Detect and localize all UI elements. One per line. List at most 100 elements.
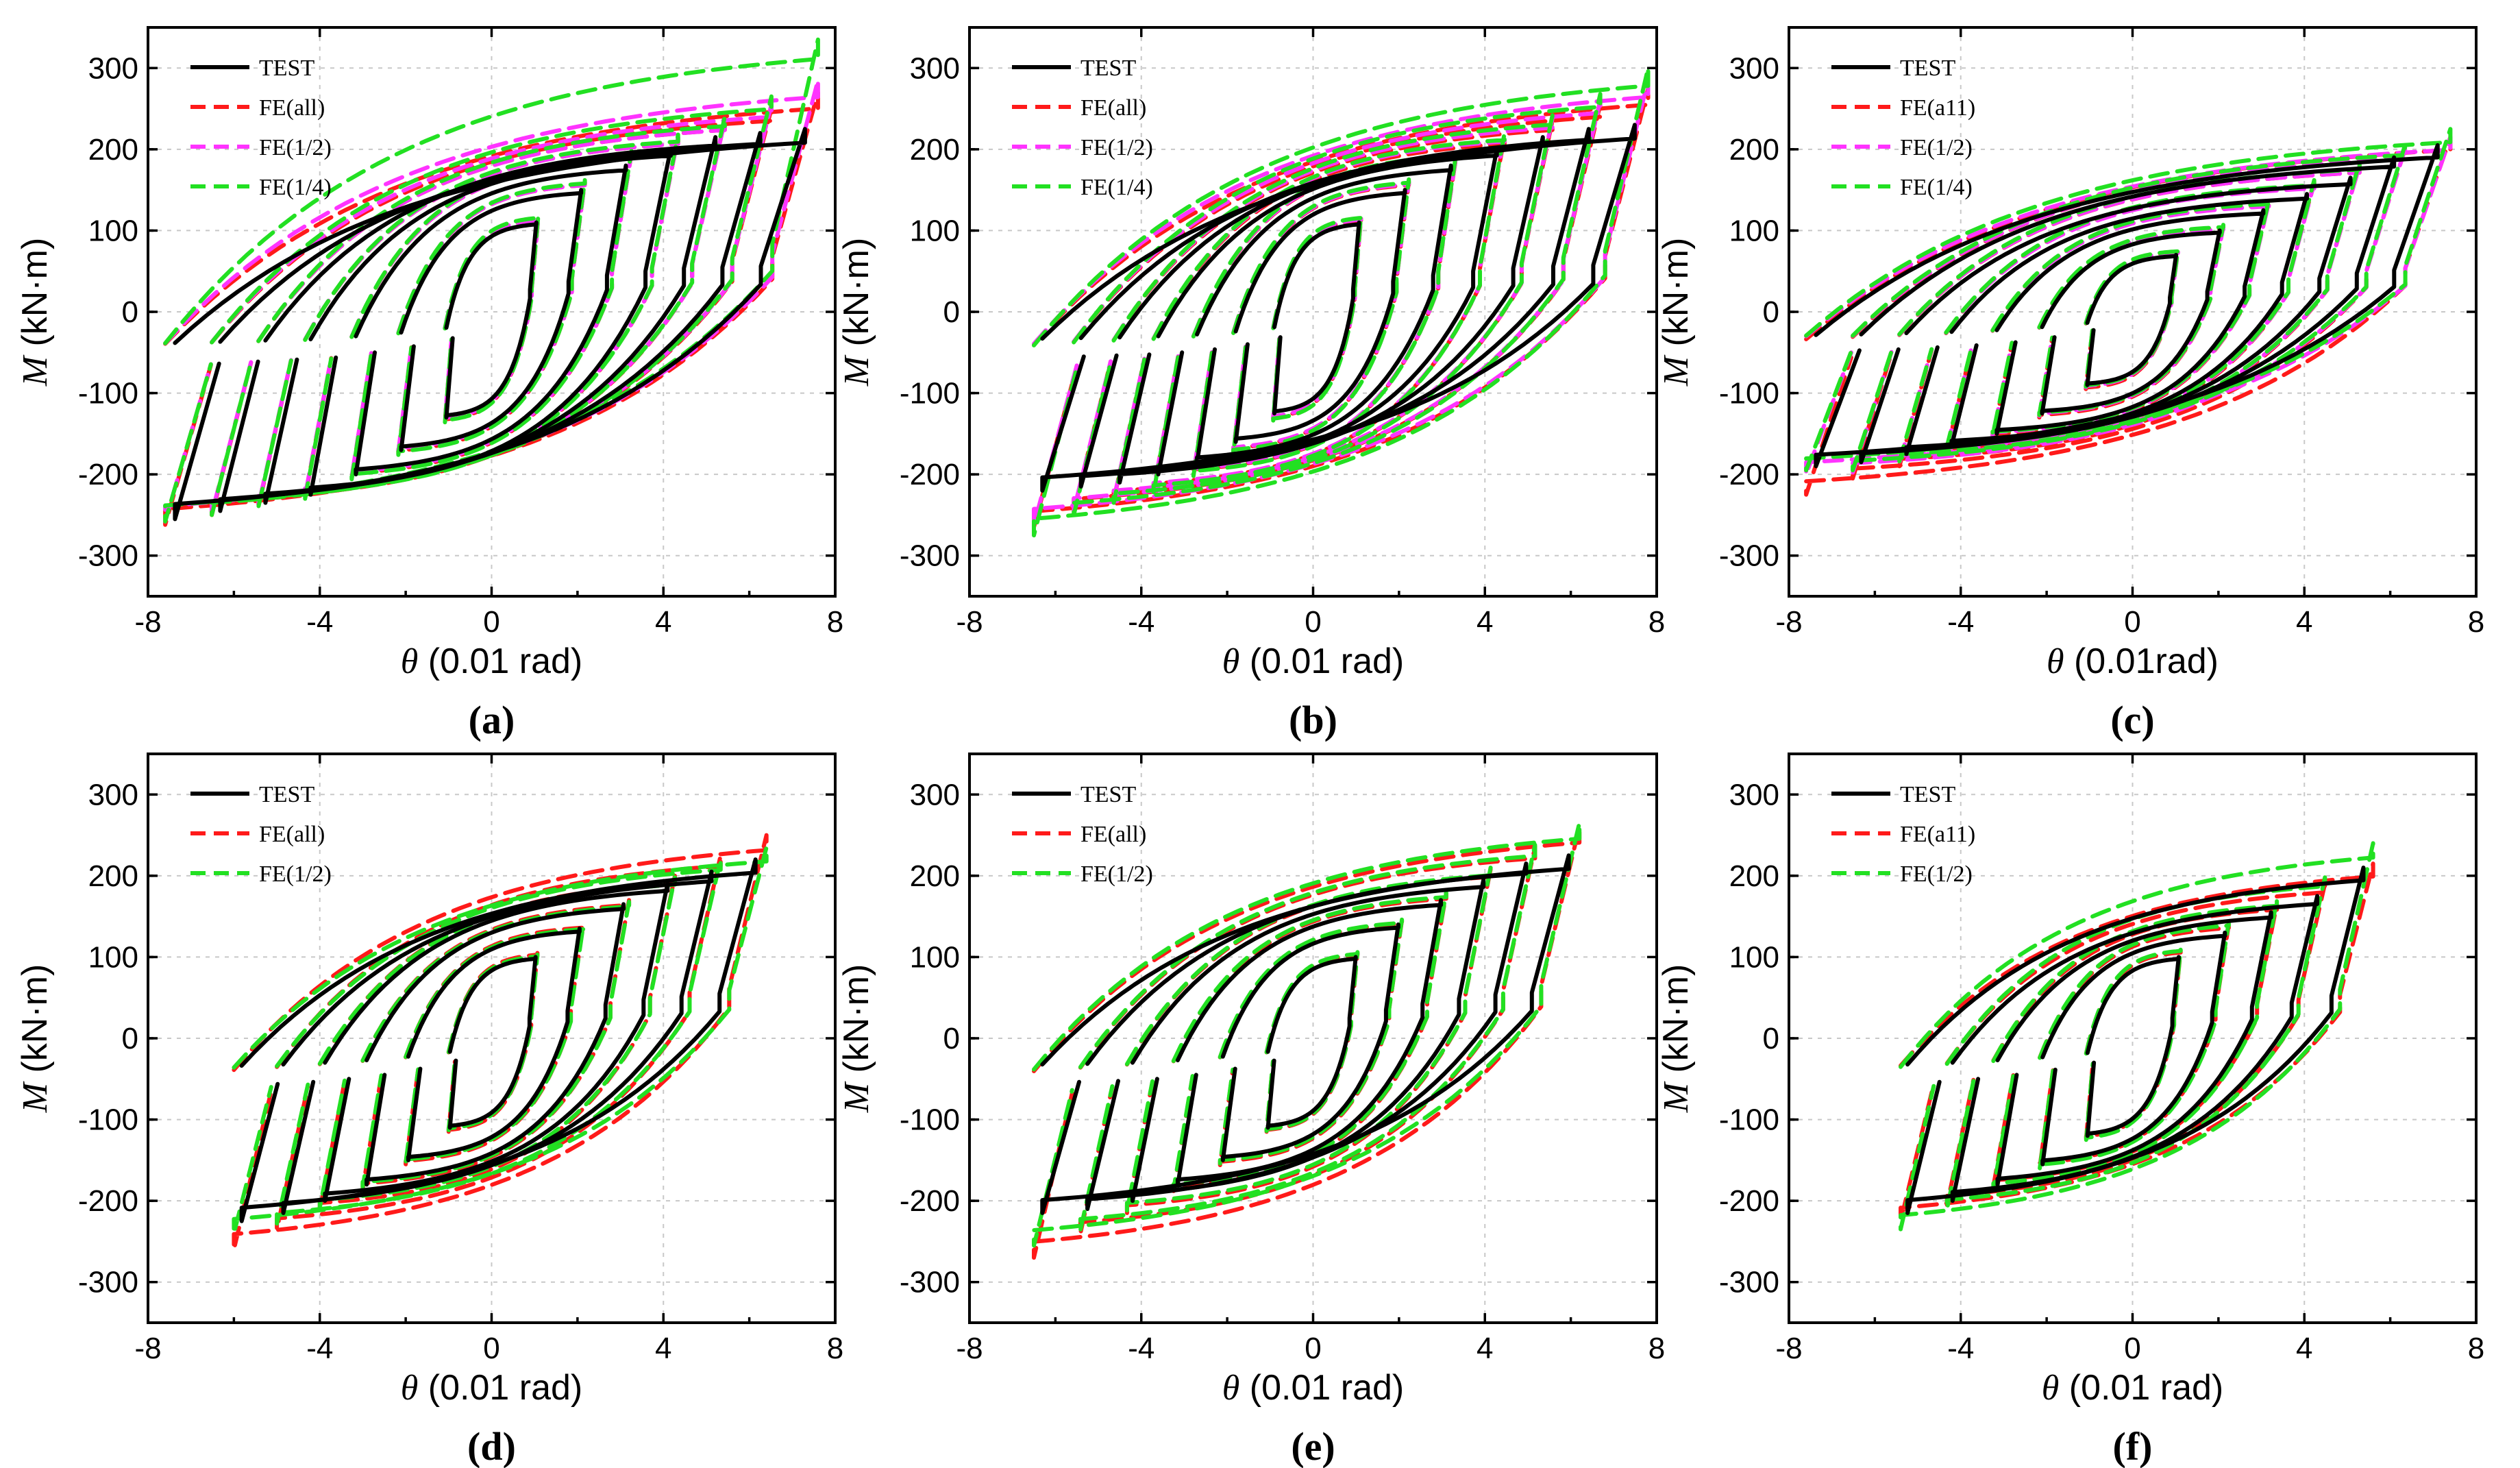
hysteresis-loop-fe12 xyxy=(1231,179,1411,453)
y-tick-label: 300 xyxy=(910,778,960,811)
chart-panel-f: -8 -4 0 4 8 -300 -200 -100 0 100 200 300 θ (0.01 rad… xyxy=(1656,753,2484,1468)
x-tick-label: 4 xyxy=(1477,605,1493,639)
hysteresis-loop-test xyxy=(281,869,714,1215)
curves-group xyxy=(1804,127,2453,497)
hysteresis-loop-test xyxy=(323,881,670,1203)
y-tick-label: 100 xyxy=(910,940,960,974)
y-tick-label: 100 xyxy=(88,214,138,247)
hysteresis-loop-fe14 xyxy=(1111,113,1555,505)
y-tick-label: 200 xyxy=(1729,859,1779,893)
legend-label: TEST xyxy=(1080,782,1136,807)
hysteresis-loop-test xyxy=(399,188,584,452)
hysteresis-loop-test xyxy=(2040,228,2222,416)
x-tick-label: 8 xyxy=(1648,605,1665,639)
hysteresis-loop-fe12 xyxy=(1264,950,1360,1134)
hysteresis-loop-test xyxy=(1272,220,1361,416)
y-tick-label: 100 xyxy=(88,940,138,974)
hysteresis-loop-test xyxy=(308,147,673,497)
panel-caption: (f) xyxy=(2113,1424,2153,1468)
legend-label: FE(1/2) xyxy=(259,135,332,160)
y-axis-label: M (kN·m) xyxy=(837,238,876,387)
x-tick-label: 0 xyxy=(1305,1332,1321,1365)
y-tick-label: 0 xyxy=(1763,1022,1779,1055)
y-tick-label: -200 xyxy=(78,1184,138,1218)
legend-label: TEST xyxy=(1900,782,1955,807)
y-tick-label: -100 xyxy=(78,377,138,411)
hysteresis-loop-feall xyxy=(1231,180,1411,454)
legend-label: TEST xyxy=(1080,56,1136,81)
hysteresis-loop-fe14 xyxy=(210,94,774,517)
hysteresis-loop-test xyxy=(1994,208,2266,436)
y-tick-label: 100 xyxy=(1729,940,1779,974)
hysteresis-loop-test xyxy=(1995,910,2273,1187)
hysteresis-loop-fe12 xyxy=(404,924,586,1165)
x-axis-label: θ (0.01 rad) xyxy=(401,1368,582,1408)
hysteresis-loop-fe12 xyxy=(2038,920,2231,1171)
y-tick-label: -300 xyxy=(78,539,138,573)
legend-label: FE(all) xyxy=(259,822,325,847)
hysteresis-loop-test xyxy=(354,163,628,477)
y-tick-label: -300 xyxy=(1719,1266,1779,1299)
y-tick-label: 300 xyxy=(88,778,138,811)
x-tick-label: 8 xyxy=(827,1332,843,1365)
y-tick-label: 0 xyxy=(943,1022,960,1055)
y-tick-label: 300 xyxy=(1729,778,1779,811)
y-tick-label: 0 xyxy=(943,295,960,329)
y-tick-label: -300 xyxy=(1719,539,1779,573)
hysteresis-loop-test xyxy=(1220,922,1400,1162)
y-tick-label: 200 xyxy=(1729,133,1779,167)
x-tick-label: -4 xyxy=(306,1332,333,1365)
curves-group xyxy=(232,833,769,1252)
x-axis-label: θ (0.01rad) xyxy=(2047,641,2219,681)
hysteresis-loop-fe14 xyxy=(1990,198,2271,438)
hysteresis-loop-fe14 xyxy=(349,149,634,482)
panel-caption: (a) xyxy=(469,698,515,742)
y-tick-label: -100 xyxy=(900,377,960,411)
x-tick-label: -8 xyxy=(956,1332,983,1365)
hysteresis-loop-fe12 xyxy=(1032,820,1582,1248)
hysteresis-loop-fe14 xyxy=(1032,66,1651,538)
y-tick-label: -200 xyxy=(1719,1184,1779,1218)
y-tick-label: 300 xyxy=(1729,51,1779,85)
hysteresis-loop-fe12 xyxy=(275,857,723,1226)
hysteresis-loop-fe12 xyxy=(1944,875,2327,1211)
panel-caption: (e) xyxy=(1291,1424,1335,1468)
x-tick-label: -8 xyxy=(1775,1332,1802,1365)
x-tick-label: 8 xyxy=(1648,1332,1665,1365)
hysteresis-loop-fe12 xyxy=(1218,917,1405,1166)
y-tick-label: -200 xyxy=(900,458,960,491)
x-tick-label: 8 xyxy=(827,605,843,639)
x-tick-label: -8 xyxy=(134,1332,161,1365)
x-axis-label: θ (0.01 rad) xyxy=(401,641,582,681)
hysteresis-loop-fe12 xyxy=(1171,890,1448,1192)
hysteresis-loop-test xyxy=(1950,894,2320,1203)
x-tick-label: 8 xyxy=(2468,605,2484,639)
legend-label: FE(1/2) xyxy=(1900,135,1973,160)
y-tick-label: -200 xyxy=(900,1184,960,1218)
legend-label: FE(1/2) xyxy=(1900,861,1973,887)
hysteresis-loop-test xyxy=(1195,163,1453,465)
hysteresis-loop-test xyxy=(1265,955,1358,1130)
legend-label: FE(1/2) xyxy=(1080,135,1153,160)
legend-label: FE(1/2) xyxy=(259,861,332,887)
x-tick-label: 0 xyxy=(483,1332,499,1365)
y-tick-label: -100 xyxy=(78,1103,138,1137)
y-tick-label: -100 xyxy=(1719,1103,1779,1137)
hysteresis-loop-test xyxy=(1156,147,1499,477)
y-tick-label: -300 xyxy=(900,1266,960,1299)
chart-panel-c: -8 -4 0 4 8 -300 -200 -100 0 100 200 300 θ (0.01rad)… xyxy=(1656,26,2484,742)
legend-label: TEST xyxy=(259,56,314,81)
hysteresis-loop-fe12 xyxy=(1899,841,2375,1232)
x-axis-label: θ (0.01 rad) xyxy=(2042,1368,2223,1408)
chart-panel-d: -8 -4 0 4 8 -300 -200 -100 0 100 200 300 θ (0.01 rad… xyxy=(15,753,843,1468)
hysteresis-loop-test xyxy=(365,902,626,1187)
y-tick-label: 100 xyxy=(1729,214,1779,247)
hysteresis-loop-test xyxy=(2085,955,2181,1138)
y-axis-label: M (kN·m) xyxy=(1656,238,1696,387)
hysteresis-loop-fe14 xyxy=(1072,92,1603,517)
hysteresis-loop-fe12 xyxy=(1078,842,1537,1232)
x-tick-label: 4 xyxy=(655,605,671,639)
y-tick-label: 0 xyxy=(1763,295,1779,329)
curves-group xyxy=(1032,66,1651,538)
y-tick-label: -100 xyxy=(1719,377,1779,411)
